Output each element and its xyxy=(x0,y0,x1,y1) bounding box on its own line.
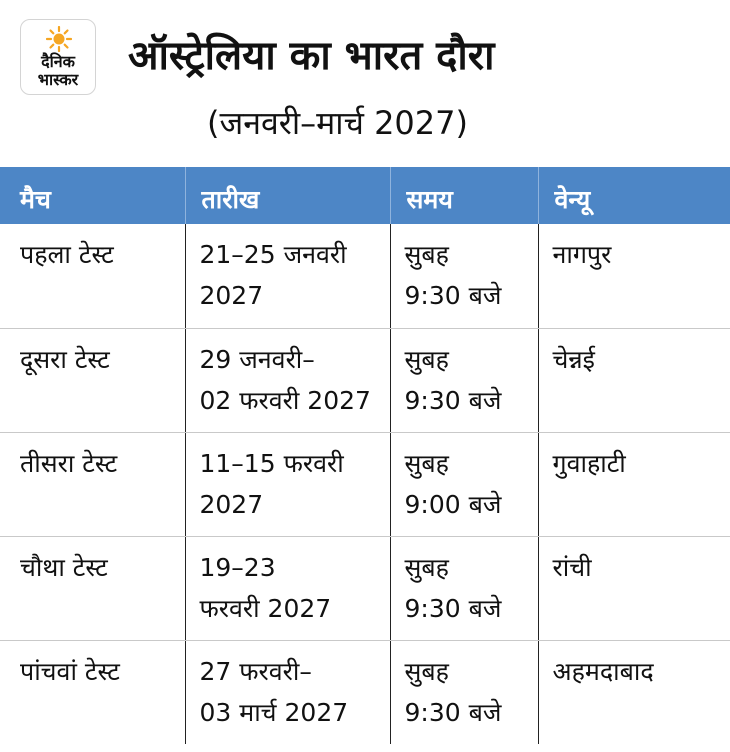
table-row: पहला टेस्ट 21–25 जनवरी 2027 सुबह 9:30 बज… xyxy=(0,224,730,329)
match-cell: तीसरा टेस्ट xyxy=(0,432,185,537)
page-subtitle: (जनवरी–मार्च 2027) xyxy=(207,104,468,142)
match-cell: दूसरा टेस्ट xyxy=(0,328,185,433)
brand-name-line1: दैनिक xyxy=(41,52,75,71)
table-row: तीसरा टेस्ट 11–15 फरवरी 2027 सुबह 9:00 ब… xyxy=(0,432,730,537)
table-row: चौथा टेस्ट 19–23 फरवरी 2027 सुबह 9:30 बज… xyxy=(0,536,730,641)
table-row: दूसरा टेस्ट 29 जनवरी– 02 फरवरी 2027 सुबह… xyxy=(0,328,730,433)
schedule-table: मैच तारीख समय वेन्यू पहला टेस्ट 21–25 जन… xyxy=(0,167,730,744)
table-header-row: मैच तारीख समय वेन्यू xyxy=(0,167,730,224)
time-cell: सुबह 9:30 बजे xyxy=(389,224,538,329)
match-cell: चौथा टेस्ट xyxy=(0,536,185,641)
page-title: ऑस्ट्रेलिया का भारत दौरा xyxy=(128,33,495,79)
time-cell: सुबह 9:30 बजे xyxy=(389,536,538,641)
header-match: मैच xyxy=(20,184,51,214)
date-cell: 29 जनवरी– 02 फरवरी 2027 xyxy=(184,328,390,433)
date-cell: 19–23 फरवरी 2027 xyxy=(184,536,390,641)
header-time: समय xyxy=(389,167,538,224)
venue-cell: अहमदाबाद xyxy=(537,640,730,744)
header-date: तारीख xyxy=(184,167,390,224)
time-cell: सुबह 9:00 बजे xyxy=(389,432,538,537)
sun-icon xyxy=(46,26,72,52)
time-cell: सुबह 9:30 बजे xyxy=(389,328,538,433)
table-row: पांचवां टेस्ट 27 फरवरी– 03 मार्च 2027 सु… xyxy=(0,640,730,744)
date-cell: 27 फरवरी– 03 मार्च 2027 xyxy=(184,640,390,744)
match-cell: पांचवां टेस्ट xyxy=(20,656,120,686)
brand-name-line2: भास्कर xyxy=(37,70,79,89)
venue-cell: गुवाहाटी xyxy=(537,432,730,537)
venue-cell: नागपुर xyxy=(537,224,730,329)
venue-cell: चेन्नई xyxy=(537,328,730,433)
match-cell: पहला टेस्ट xyxy=(0,224,185,329)
time-cell: सुबह 9:30 बजे xyxy=(389,640,538,744)
date-cell: 11–15 फरवरी 2027 xyxy=(184,432,390,537)
venue-cell: रांची xyxy=(537,536,730,641)
header-venue: वेन्यू xyxy=(537,167,730,224)
date-cell: 21–25 जनवरी 2027 xyxy=(184,224,390,329)
brand-logo: दैनिक भास्कर xyxy=(20,19,96,95)
